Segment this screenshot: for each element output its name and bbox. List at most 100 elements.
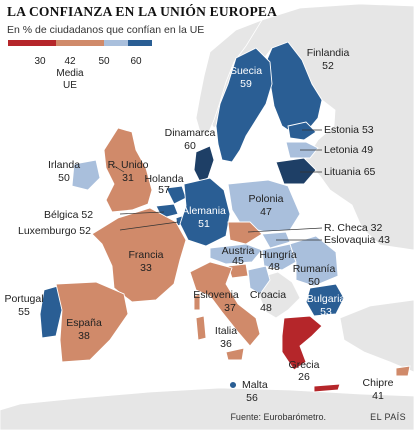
- leader-rep-checa: [247, 227, 323, 233]
- north-africa-land: [0, 387, 414, 430]
- country-estonia[interactable]: [287, 121, 317, 141]
- country-value-polonia: 47: [260, 206, 272, 218]
- legend-tick-30: 30: [34, 56, 46, 67]
- turkey-land: [339, 299, 414, 373]
- brand-logo: EL PAÍS: [370, 412, 406, 422]
- country-suecia[interactable]: [215, 47, 273, 163]
- country-value-reino-unido: 31: [122, 172, 134, 184]
- country-sicilia[interactable]: [225, 347, 245, 361]
- country-malta[interactable]: [229, 381, 237, 389]
- country-name-austria: Austria: [222, 245, 255, 257]
- country-name-francia: Francia: [128, 249, 163, 261]
- country-reino-unido[interactable]: [103, 127, 153, 213]
- legend-tick-50: 50: [98, 56, 110, 67]
- country-value-letonia: Letonia 49: [324, 144, 373, 156]
- leader-belgica: [119, 211, 165, 215]
- country-name-rumania: Rumanía: [293, 263, 336, 275]
- country-name-italia: Italia: [215, 325, 237, 337]
- country-corcega[interactable]: [193, 293, 201, 311]
- country-austria[interactable]: [209, 243, 263, 265]
- legend-average-label: Media: [56, 68, 84, 79]
- leader-rep-unido: [113, 165, 125, 173]
- country-value-rumania: 50: [308, 276, 320, 288]
- country-name-eslovenia: Eslovenia: [193, 289, 239, 301]
- leader-lines: [113, 129, 323, 241]
- legend-tick-42: 42: [64, 56, 76, 67]
- country-bulgaria[interactable]: [305, 283, 345, 317]
- legend-swatch-1: [8, 40, 32, 46]
- country-croacia[interactable]: [247, 265, 271, 295]
- balkans-land: [257, 271, 301, 319]
- country-value-croacia: 48: [260, 302, 272, 314]
- country-name-espana: España: [66, 317, 102, 329]
- norway-coast-land: [195, 19, 263, 135]
- country-value-francia: 33: [140, 262, 152, 274]
- country-name-irlanda: Irlanda: [48, 159, 80, 171]
- country-name-croacia: Croacia: [250, 289, 286, 301]
- country-italia[interactable]: [189, 261, 261, 347]
- country-name-reino-unido: R. Unido: [108, 159, 149, 171]
- country-value-portugal: 55: [18, 306, 30, 318]
- country-value-irlanda: 50: [58, 172, 70, 184]
- country-name-holanda: Holanda: [144, 173, 183, 185]
- country-name-polonia: Polonia: [248, 193, 283, 205]
- country-value-hungria: 48: [268, 261, 280, 273]
- country-value-alemania: 51: [198, 218, 210, 230]
- leader-luxemburgo: [119, 221, 179, 231]
- country-value-malta: 56: [246, 392, 258, 404]
- country-name-bulgaria: Bulgaria: [307, 293, 346, 305]
- legend-swatch-5: [104, 40, 128, 46]
- eu-countries: [39, 41, 411, 393]
- legend-tick-60: 60: [130, 56, 142, 67]
- country-value-austria: 45: [232, 255, 244, 267]
- country-value-eslovenia: 37: [224, 302, 236, 314]
- country-value-bulgaria: 53: [320, 306, 332, 318]
- legend-swatch-4: [80, 40, 104, 46]
- country-lituania[interactable]: [275, 157, 317, 185]
- source-note: Fuente: Eurobarómetro.: [230, 412, 326, 422]
- country-name-chipre: Chipre: [363, 377, 394, 389]
- country-value-holanda: 57: [158, 184, 170, 196]
- country-value-finlandia: 52: [322, 60, 334, 72]
- country-value-chipre: 41: [372, 390, 384, 402]
- country-value-lituania: Lituania 65: [324, 166, 376, 178]
- legend-swatch-2: [32, 40, 56, 46]
- map-subtitle: En % de ciudadanos que confían en la UE: [7, 24, 205, 36]
- country-dinamarca[interactable]: [193, 145, 215, 183]
- country-eslovenia[interactable]: [227, 263, 249, 279]
- country-name-hungria: Hungría: [259, 249, 297, 261]
- country-espana[interactable]: [55, 281, 129, 363]
- country-value-grecia: 26: [298, 371, 310, 383]
- country-value-italia: 36: [220, 338, 232, 350]
- country-value-belgica: Bélgica 52: [44, 209, 93, 221]
- country-rumania[interactable]: [289, 235, 339, 287]
- country-value-suecia: 59: [240, 78, 252, 90]
- country-grecia[interactable]: [281, 315, 323, 371]
- country-value-estonia: Estonia 53: [324, 124, 374, 136]
- country-rep-checa[interactable]: [227, 221, 263, 245]
- country-value-dinamarca: 60: [184, 140, 196, 152]
- country-name-finlandia: Finlandia: [307, 47, 350, 59]
- country-alemania[interactable]: [179, 177, 231, 247]
- country-creta[interactable]: [313, 383, 341, 393]
- legend-average-label-2: UE: [63, 80, 77, 91]
- country-name-suecia: Suecia: [230, 65, 262, 77]
- country-name-malta: Malta: [242, 379, 268, 391]
- country-name-alemania: Alemania: [182, 205, 226, 217]
- country-cerdena[interactable]: [195, 315, 207, 341]
- country-value-luxemburgo: Luxemburgo 52: [18, 225, 91, 237]
- country-irlanda[interactable]: [71, 159, 101, 191]
- country-value-espana: 38: [78, 330, 90, 342]
- country-name-dinamarca: Dinamarca: [165, 127, 216, 139]
- legend-swatch-6: [128, 40, 152, 46]
- map-title: LA CONFIANZA EN LA UNIÓN EUROPEA: [7, 4, 278, 19]
- country-chipre[interactable]: [395, 365, 411, 377]
- country-name-grecia: Grecia: [289, 359, 320, 371]
- legend-swatch-3: [56, 40, 80, 46]
- country-hungria[interactable]: [261, 243, 297, 271]
- country-name-portugal: Portugal: [4, 293, 43, 305]
- country-value-eslovaquia: Eslovaquia 43: [324, 234, 390, 246]
- country-value-rep-checa: R. Checa 32: [324, 222, 383, 234]
